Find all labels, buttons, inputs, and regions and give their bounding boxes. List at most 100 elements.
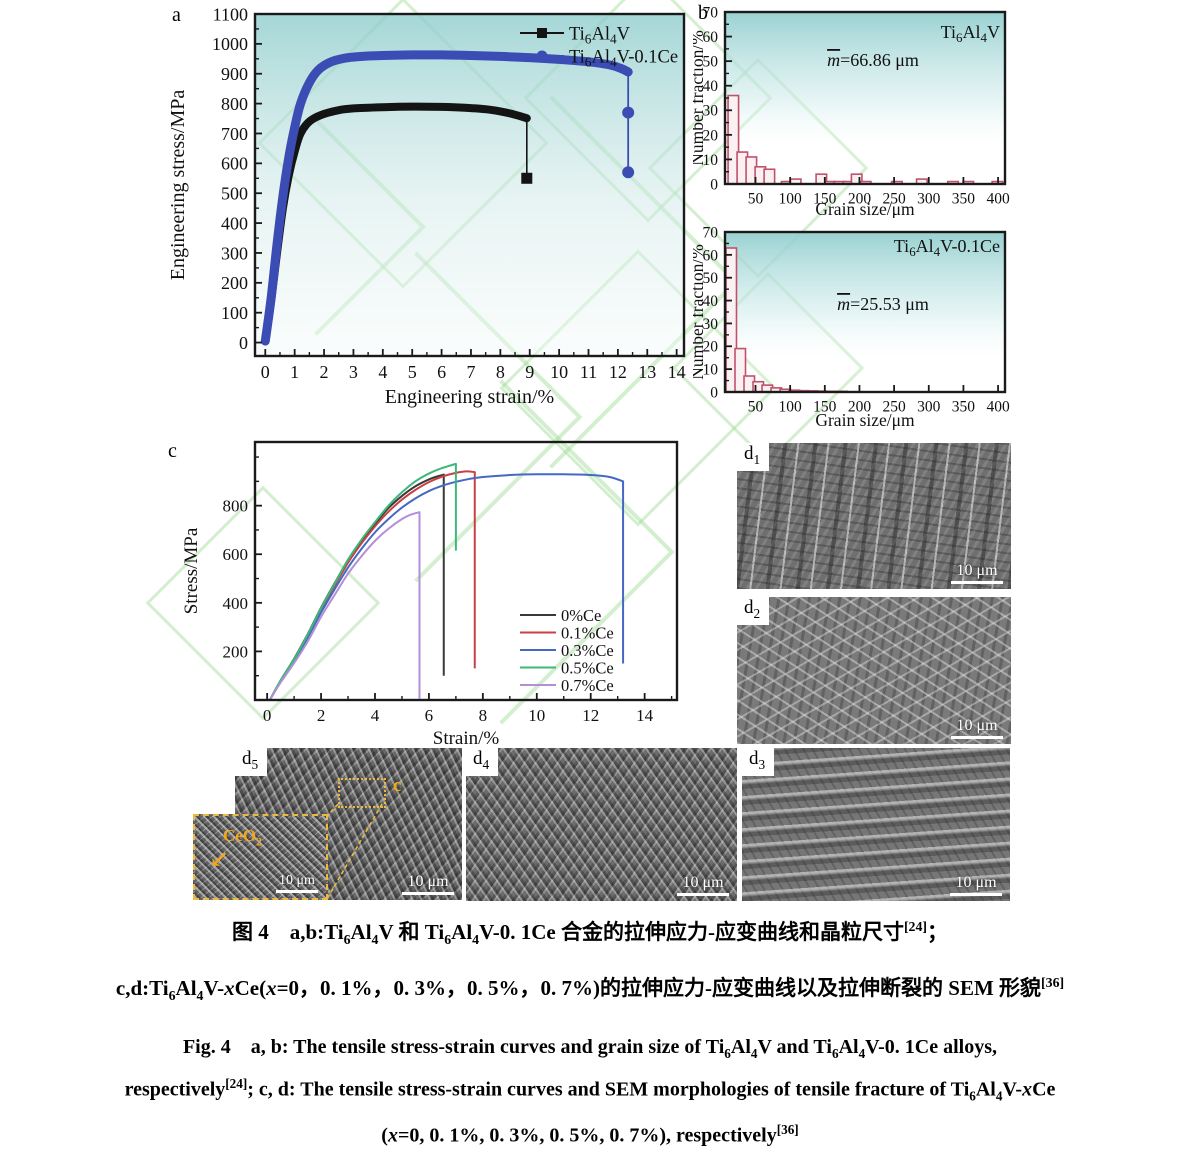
svg-text:350: 350 [952, 191, 976, 208]
svg-text:Ti6Al4V: Ti6Al4V [569, 24, 631, 46]
svg-text:Ti6Al4V-0.1Ce: Ti6Al4V-0.1Ce [569, 47, 678, 69]
svg-text:10: 10 [703, 362, 719, 379]
scale-bar-line [951, 581, 1003, 584]
svg-text:2: 2 [320, 362, 329, 382]
scale-bar-line [951, 736, 1003, 739]
chart-b2-grain-size-histogram-ti6al4v-ce: 50 100 150 200 250 300 350 400 0 10 20 30 40 50 60 70 Gr… [693, 224, 1010, 430]
svg-text:0.1%Ce: 0.1%Ce [561, 623, 614, 642]
svg-text:50: 50 [748, 191, 764, 208]
svg-text:30: 30 [703, 316, 719, 333]
svg-text:200: 200 [848, 191, 872, 208]
scale-bar-d1: 10 μm [951, 562, 1003, 584]
chart-b1-grain-size-histogram-ti6al4v: 50 100 150 200 250 300 350 400 0 10 20 30 40 50 60 70 Gr… [693, 4, 1010, 218]
svg-text:Ti6Al4V: Ti6Al4V [941, 22, 1000, 45]
panel-label-a: a [172, 4, 181, 26]
svg-text:0.5%Ce: 0.5%Ce [561, 658, 614, 677]
svg-text:0.7%Ce: 0.7%Ce [561, 676, 614, 695]
sem-image-d2: d2 10 μm [737, 597, 1011, 744]
chart-a-engineering-stress-strain: 0 1 2 3 4 5 6 7 8 9 10 11 12 13 1401002003004005006007… [167, 4, 686, 408]
svg-text:Stress/MPa: Stress/MPa [181, 527, 202, 614]
svg-text:6: 6 [425, 706, 434, 725]
svg-text:600: 600 [223, 545, 249, 564]
svg-text:30: 30 [703, 103, 719, 120]
svg-text:250: 250 [882, 399, 906, 416]
scale-bar-line [402, 892, 454, 895]
svg-text:Ti6Al4V-0.1Ce: Ti6Al4V-0.1Ce [894, 236, 1000, 259]
sem-label-d2: d2 [737, 597, 770, 625]
svg-text:0: 0 [239, 333, 248, 353]
svg-text:100: 100 [779, 399, 803, 416]
scale-bar-d5: 10 μm [402, 873, 454, 895]
svg-text:100: 100 [221, 303, 248, 323]
svg-text:Grain size/μm: Grain size/μm [815, 410, 915, 430]
svg-text:m=25.53 μm: m=25.53 μm [837, 294, 929, 314]
svg-text:70: 70 [703, 4, 719, 21]
sem-group-d5: d5 10 μm c CeO2 ↙ 10 μm [193, 748, 462, 901]
sem-label-d4: d4 [466, 748, 499, 776]
svg-text:300: 300 [917, 191, 941, 208]
svg-text:8: 8 [479, 706, 488, 725]
scale-bar-line [950, 893, 1002, 896]
svg-text:1: 1 [290, 362, 299, 382]
svg-text:900: 900 [221, 64, 248, 84]
sem-inset-ceo2: CeO2 ↙ 10 μm [193, 814, 328, 900]
svg-text:8: 8 [496, 362, 505, 382]
svg-text:13: 13 [638, 362, 656, 382]
sem-image-d4: d4 10 μm [466, 748, 737, 901]
caption-en-line3: (x=0, 0. 1%, 0. 3%, 0. 5%, 0. 7%), respe… [381, 1122, 799, 1147]
svg-text:500: 500 [221, 184, 248, 204]
panel-label-b: b [698, 2, 708, 24]
svg-text:Engineering strain/%: Engineering strain/% [385, 386, 554, 408]
svg-text:0.3%Ce: 0.3%Ce [561, 641, 614, 660]
svg-text:800: 800 [221, 94, 248, 114]
scale-bar-d4: 10 μm [677, 874, 729, 896]
caption-zh-line1: 图 4 a,b:Ti6Al4V 和 Ti6Al4V-0. 1Ce 合金的拉伸应力… [231, 919, 949, 948]
svg-text:600: 600 [221, 154, 248, 174]
svg-text:40: 40 [703, 78, 719, 95]
svg-text:4: 4 [378, 362, 387, 382]
svg-text:60: 60 [703, 247, 719, 264]
svg-text:0: 0 [710, 384, 718, 401]
sem-label-d1: d1 [737, 443, 770, 471]
svg-text:300: 300 [221, 243, 248, 263]
svg-text:m=66.86 μm: m=66.86 μm [827, 50, 919, 70]
scale-bar-line [276, 890, 318, 893]
svg-text:400: 400 [986, 191, 1010, 208]
scale-bar-d3: 10 μm [950, 874, 1002, 896]
svg-text:5: 5 [408, 362, 417, 382]
svg-text:Number fraction/%: Number fraction/% [693, 30, 707, 166]
svg-text:800: 800 [223, 497, 249, 516]
svg-text:50: 50 [748, 399, 764, 416]
svg-text:14: 14 [668, 362, 686, 382]
svg-text:Number fraction/%: Number fraction/% [693, 244, 707, 380]
svg-text:14: 14 [636, 706, 654, 725]
svg-text:70: 70 [703, 224, 719, 241]
svg-text:7: 7 [466, 362, 475, 382]
svg-text:200: 200 [221, 273, 248, 293]
scale-bar-line [677, 893, 729, 896]
svg-text:0: 0 [710, 176, 718, 193]
svg-text:0%Ce: 0%Ce [561, 606, 601, 625]
svg-text:20: 20 [703, 127, 719, 144]
scale-bar-d2: 10 μm [951, 717, 1003, 739]
svg-text:60: 60 [703, 29, 719, 46]
svg-text:20: 20 [703, 339, 719, 356]
svg-text:10: 10 [528, 706, 545, 725]
svg-text:200: 200 [848, 399, 872, 416]
svg-text:400: 400 [223, 594, 249, 613]
svg-text:400: 400 [221, 213, 248, 233]
panel-label-c: c [168, 440, 177, 462]
svg-text:10: 10 [703, 152, 719, 169]
chart-c-stress-strain-xce: 0 2 4 6 8 10 12 14 200 400 600 800 Strain/% Stress/MP… [181, 440, 679, 749]
callout-label-c: c [393, 775, 402, 796]
svg-text:Grain size/μm: Grain size/μm [815, 199, 915, 218]
svg-text:1100: 1100 [213, 4, 248, 24]
svg-text:0: 0 [263, 706, 272, 725]
svg-text:250: 250 [882, 191, 906, 208]
svg-text:0: 0 [261, 362, 270, 382]
svg-text:400: 400 [986, 399, 1010, 416]
svg-text:150: 150 [813, 191, 837, 208]
svg-text:2: 2 [317, 706, 326, 725]
svg-text:11: 11 [580, 362, 597, 382]
